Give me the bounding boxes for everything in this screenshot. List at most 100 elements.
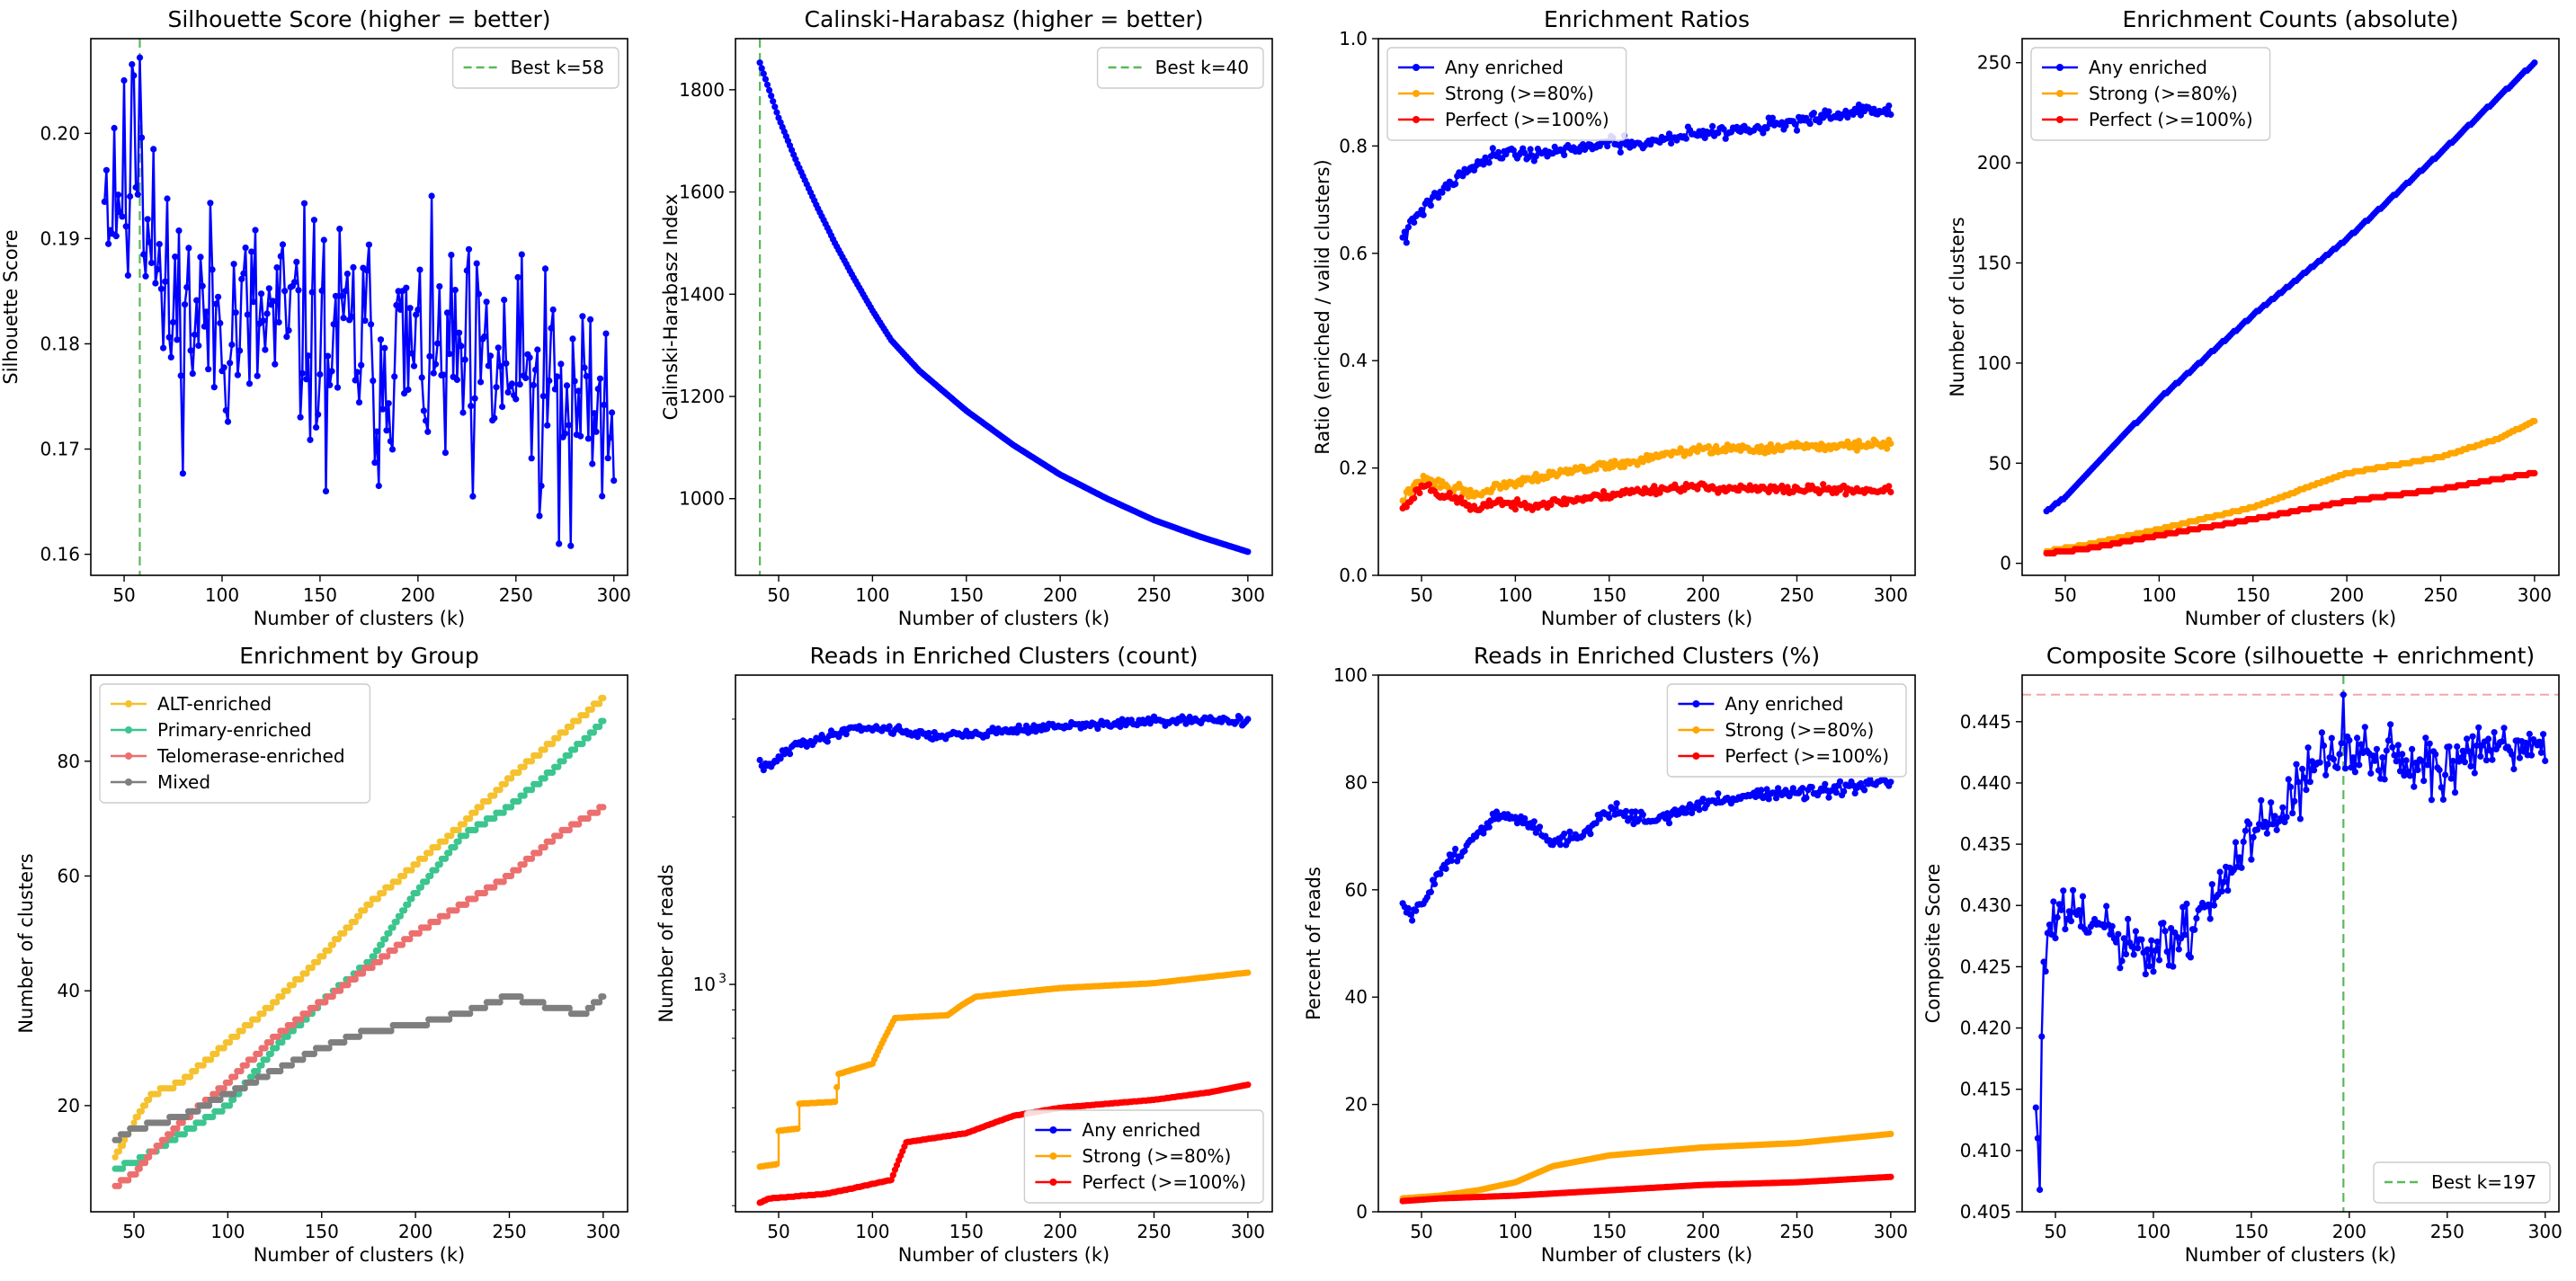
- data-point: [427, 850, 434, 857]
- data-point: [596, 999, 603, 1006]
- data-point: [336, 226, 343, 233]
- data-point: [388, 1027, 395, 1035]
- data-point: [238, 275, 245, 282]
- data-point: [199, 282, 206, 289]
- data-point: [539, 393, 547, 400]
- data-point: [427, 872, 434, 880]
- data-point: [285, 327, 292, 334]
- legend-label: Any enriched: [1445, 57, 1564, 78]
- data-point: [183, 284, 191, 291]
- x-tick-label: 200: [398, 1221, 432, 1242]
- data-point: [589, 460, 596, 467]
- data-point: [227, 360, 234, 367]
- data-point: [1620, 813, 1628, 820]
- data-point: [207, 200, 214, 207]
- data-point: [486, 352, 495, 360]
- data-point: [1406, 911, 1414, 918]
- data-point: [341, 930, 348, 937]
- data-point: [426, 352, 433, 360]
- data-point: [1529, 824, 1536, 832]
- data-point: [253, 1079, 260, 1086]
- data-point: [766, 86, 773, 93]
- x-tick-label: 100: [205, 584, 239, 606]
- data-point: [468, 403, 475, 410]
- data-point: [397, 912, 404, 920]
- y-axis-label: Ratio (enriched / valid clusters): [1312, 159, 1333, 455]
- legend-marker: [2056, 116, 2063, 123]
- data-point: [374, 895, 381, 903]
- data-point: [187, 1073, 194, 1081]
- legend-marker: [1413, 90, 1420, 97]
- data-point: [290, 982, 297, 989]
- y-axis-label: Number of reads: [655, 864, 677, 1022]
- series-perfect-100-: [1399, 480, 1894, 514]
- y-axis-label: Calinski-Harabasz Index: [660, 194, 682, 421]
- data-point: [477, 378, 485, 386]
- data-point: [136, 1165, 143, 1172]
- data-point: [1861, 787, 1868, 794]
- data-point: [1765, 796, 1772, 803]
- data-point: [305, 1010, 312, 1018]
- panel-calinski: Calinski-Harabasz (higher = better)50 100…: [660, 6, 1273, 629]
- data-point: [842, 731, 850, 738]
- legend-label: Strong (>=80%): [2089, 83, 2238, 104]
- x-tick-label: 150: [303, 584, 337, 606]
- data-point: [593, 428, 600, 435]
- data-point: [609, 409, 616, 416]
- data-point: [369, 965, 376, 972]
- data-point: [332, 292, 339, 299]
- data-point: [434, 340, 441, 347]
- data-point: [584, 435, 593, 442]
- data-point: [555, 734, 562, 742]
- y-tick-label: 1600: [679, 182, 725, 203]
- data-point: [526, 354, 533, 361]
- data-point: [1444, 184, 1451, 191]
- data-point: [1620, 463, 1628, 471]
- data-point: [1495, 148, 1502, 156]
- data-point: [773, 109, 780, 116]
- data-point: [771, 103, 779, 111]
- data-point: [263, 1056, 271, 1063]
- data-point: [218, 1108, 226, 1115]
- axes-frame: [2021, 38, 2560, 576]
- data-point: [1556, 841, 1564, 849]
- legend-label: Strong (>=80%): [1445, 83, 1594, 104]
- data-point: [191, 1125, 198, 1132]
- data-point: [334, 936, 343, 943]
- data-point: [370, 378, 377, 385]
- data-point: [367, 901, 374, 909]
- data-point: [1887, 778, 1894, 786]
- x-tick-label: 250: [1779, 1221, 1814, 1242]
- data-point: [594, 386, 602, 393]
- data-point: [583, 712, 590, 719]
- data-point: [536, 780, 543, 787]
- legend-label: Telomerase-enriched: [156, 745, 345, 767]
- data-point: [1758, 787, 1765, 794]
- data-point: [355, 912, 363, 920]
- data-point: [467, 815, 474, 823]
- data-point: [420, 407, 427, 414]
- data-point: [508, 804, 515, 811]
- x-axis-label: Number of clusters (k): [1541, 1244, 1753, 1266]
- data-point: [189, 370, 196, 378]
- x-axis-label: Number of clusters (k): [1541, 608, 1753, 629]
- y-tick-label: 0.18: [40, 333, 80, 354]
- data-point: [508, 872, 515, 880]
- data-point: [220, 1045, 227, 1052]
- data-point: [303, 970, 310, 977]
- data-point: [425, 924, 432, 931]
- data-point: [1656, 489, 1663, 496]
- y-tick-label: 0.2: [1339, 458, 1368, 479]
- data-point: [263, 1073, 271, 1081]
- y-tick-label: 40: [58, 980, 80, 1001]
- x-tick-label: 200: [2330, 584, 2364, 606]
- plot-area: [756, 713, 1252, 1206]
- series-perfect-100-: [2043, 469, 2538, 557]
- series-calinski: [756, 59, 1252, 556]
- data-point: [1885, 102, 1893, 110]
- x-tick-label: 200: [1686, 1221, 1720, 1242]
- data-point: [560, 758, 567, 765]
- data-point: [242, 245, 249, 252]
- data-point: [308, 289, 316, 296]
- data-point: [760, 70, 767, 77]
